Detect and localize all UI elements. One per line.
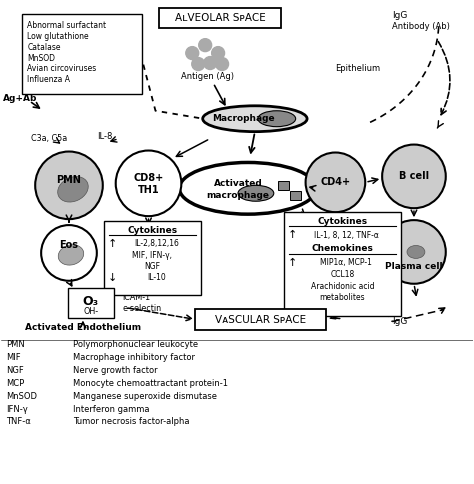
Text: IL-8: IL-8 (97, 132, 112, 141)
Text: O₃: O₃ (83, 295, 99, 308)
Text: Activated Endothelium: Activated Endothelium (25, 323, 141, 332)
Circle shape (212, 46, 225, 60)
Text: Low glutathione: Low glutathione (27, 31, 89, 41)
FancyBboxPatch shape (195, 309, 327, 331)
Text: Epithelium: Epithelium (335, 64, 380, 74)
Circle shape (382, 220, 446, 284)
Text: IL-2,8,12,16: IL-2,8,12,16 (134, 240, 179, 248)
Text: Interferon gamma: Interferon gamma (73, 405, 149, 413)
Circle shape (306, 152, 365, 212)
Ellipse shape (258, 111, 296, 127)
Ellipse shape (58, 245, 84, 265)
Text: IL-10: IL-10 (147, 273, 166, 282)
Circle shape (216, 58, 228, 71)
Text: Nerve growth factor: Nerve growth factor (73, 366, 157, 375)
Ellipse shape (58, 177, 88, 202)
Circle shape (35, 151, 103, 219)
Text: Manganese superoxide dismutase: Manganese superoxide dismutase (73, 392, 217, 401)
Text: Macrophage: Macrophage (212, 114, 274, 123)
Circle shape (41, 225, 97, 281)
Text: PMN: PMN (56, 175, 82, 185)
Text: Antibody (Ab): Antibody (Ab) (392, 22, 450, 31)
Text: IL-1, 8, 12, TNF-α: IL-1, 8, 12, TNF-α (314, 230, 379, 240)
Text: B cell: B cell (399, 171, 429, 182)
Text: Catalase: Catalase (27, 43, 61, 52)
Text: PMN: PMN (6, 340, 25, 349)
Text: MIF: MIF (6, 353, 21, 362)
Text: ↑: ↑ (288, 230, 297, 240)
Text: TH1: TH1 (138, 185, 159, 196)
Text: e-selectin: e-selectin (123, 304, 162, 313)
Text: IFN-γ: IFN-γ (6, 405, 28, 413)
Ellipse shape (179, 163, 317, 214)
Text: Influenza A: Influenza A (27, 76, 70, 84)
FancyBboxPatch shape (22, 15, 142, 94)
FancyBboxPatch shape (159, 8, 281, 28)
Circle shape (192, 58, 205, 71)
Circle shape (204, 57, 217, 70)
Text: AʟVEOLAR SᴘACE: AʟVEOLAR SᴘACE (175, 13, 265, 23)
Text: NGF: NGF (6, 366, 24, 375)
Text: IgG: IgG (392, 317, 408, 326)
Text: CD8+: CD8+ (133, 173, 164, 183)
Text: MCP: MCP (6, 378, 25, 388)
Text: ↑: ↑ (108, 239, 118, 249)
Text: MnSOD: MnSOD (6, 392, 37, 401)
Text: ↓: ↓ (108, 273, 118, 283)
Text: VᴀSCULAR SᴘACE: VᴀSCULAR SᴘACE (215, 315, 306, 325)
Bar (290, 191, 301, 200)
Text: C3a, C5a: C3a, C5a (31, 134, 67, 143)
Text: Chemokines: Chemokines (311, 244, 374, 254)
Text: Avian circoviruses: Avian circoviruses (27, 64, 97, 74)
Text: TNF-α: TNF-α (6, 418, 31, 426)
Text: Antigen (Ag): Antigen (Ag) (181, 73, 234, 81)
Ellipse shape (203, 106, 307, 132)
Text: Polymorphonuclear leukocyte: Polymorphonuclear leukocyte (73, 340, 198, 349)
Text: CCL18: CCL18 (330, 270, 355, 279)
Text: MnSOD: MnSOD (27, 54, 55, 62)
Text: IgG: IgG (392, 11, 408, 20)
Circle shape (186, 46, 199, 60)
Text: Tumor necrosis factor-alpha: Tumor necrosis factor-alpha (73, 418, 190, 426)
Text: Abnormal surfactant: Abnormal surfactant (27, 21, 106, 30)
Text: Monocyte chemoattractant protein-1: Monocyte chemoattractant protein-1 (73, 378, 228, 388)
Text: Plasma cell: Plasma cell (385, 262, 443, 272)
Bar (278, 182, 289, 190)
Text: NGF: NGF (145, 262, 161, 272)
Circle shape (199, 39, 212, 52)
Circle shape (382, 145, 446, 208)
Text: Cytokines: Cytokines (317, 217, 367, 226)
Text: Eos: Eos (60, 240, 79, 250)
FancyBboxPatch shape (104, 221, 201, 295)
Text: ICAM-1: ICAM-1 (123, 293, 151, 302)
FancyBboxPatch shape (68, 287, 114, 318)
Text: MIF, IFN-γ,: MIF, IFN-γ, (133, 251, 173, 260)
Text: OH-: OH- (83, 307, 99, 316)
Circle shape (116, 151, 182, 216)
Text: ↑: ↑ (288, 258, 297, 268)
Text: Macrophage inhibitory factor: Macrophage inhibitory factor (73, 353, 195, 362)
Text: MIP1α, MCP-1: MIP1α, MCP-1 (320, 258, 372, 267)
Text: CD4+: CD4+ (320, 177, 350, 187)
Text: Arachidonic acid: Arachidonic acid (310, 282, 374, 291)
Text: Activated: Activated (214, 179, 263, 188)
Text: Ag+Ab: Ag+Ab (3, 94, 38, 103)
Ellipse shape (238, 185, 274, 201)
Ellipse shape (407, 245, 425, 258)
Text: macrophage: macrophage (207, 191, 270, 200)
Text: Cytokines: Cytokines (128, 226, 178, 235)
FancyBboxPatch shape (284, 212, 401, 316)
Text: metabolites: metabolites (319, 293, 365, 302)
